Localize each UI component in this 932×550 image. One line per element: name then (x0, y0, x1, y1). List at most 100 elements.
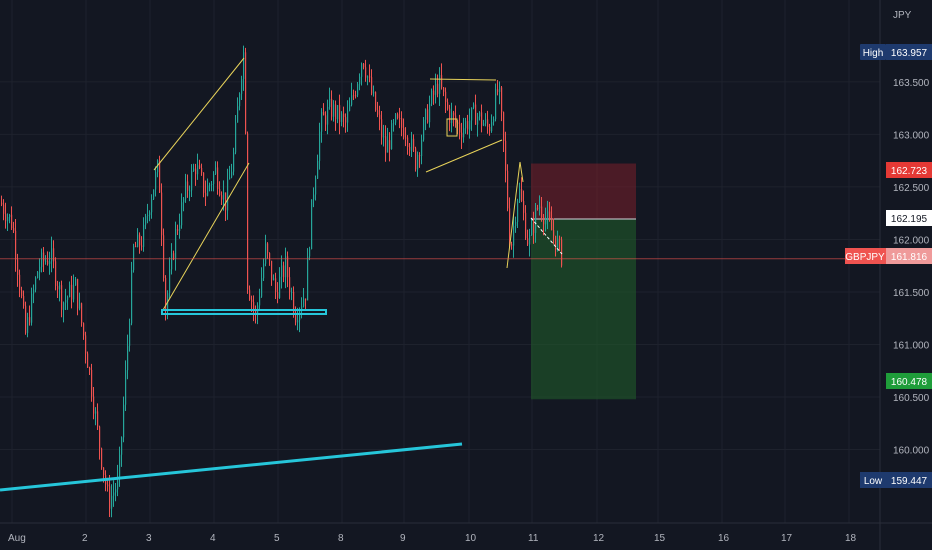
candle-body (539, 206, 541, 208)
time-tick-label: 5 (274, 533, 280, 544)
svg-text:GBPJPY: GBPJPY (845, 252, 885, 263)
candle-body (205, 192, 207, 196)
candle-body (163, 235, 165, 279)
candle-body (89, 367, 91, 370)
stop-loss-zone[interactable] (531, 163, 636, 219)
candle-body (459, 123, 461, 133)
channel-lower-line[interactable] (162, 162, 250, 311)
candle-body (111, 495, 113, 509)
candle-body (149, 212, 151, 216)
svg-text:Low: Low (864, 476, 883, 487)
support-zone[interactable] (161, 309, 327, 315)
candle-body (451, 112, 453, 124)
price-axis[interactable]: 160.000 160.500 161.000 161.500 162.000 162.5… (893, 78, 930, 457)
candle-body (423, 119, 425, 140)
candle-body (23, 296, 25, 306)
time-axis[interactable]: Aug 2 3 4 5 8 9 10 11 12 15 16 17 18 (8, 533, 857, 544)
candle-body (489, 126, 491, 132)
candle-body (295, 312, 297, 323)
candle-body (389, 140, 391, 150)
candle-body (433, 90, 435, 95)
time-tick-label: 4 (210, 533, 216, 544)
candle-body (187, 181, 189, 191)
pattern-box[interactable] (446, 118, 458, 137)
candle-body (247, 133, 249, 290)
projection-dashed-line[interactable] (530, 217, 563, 255)
candle-body (35, 277, 37, 290)
short-position-tool[interactable] (531, 163, 636, 400)
time-tick-label: 8 (338, 533, 344, 544)
candle-body (97, 411, 99, 427)
candle-body (267, 243, 269, 254)
pattern-drawings[interactable] (153, 57, 524, 311)
candle-body (439, 75, 441, 94)
candle-body (241, 79, 243, 94)
candle-body (531, 223, 533, 236)
candle-body (545, 217, 547, 225)
pattern-bottom-line[interactable] (425, 139, 503, 173)
svg-text:160.478: 160.478 (891, 377, 928, 388)
candle-body (449, 108, 451, 124)
candle-body (43, 252, 45, 262)
candle-body (327, 106, 329, 125)
candle-body (33, 289, 35, 294)
channel-upper-line[interactable] (153, 57, 245, 171)
take-profit-zone[interactable] (531, 218, 636, 400)
candle-body (373, 92, 375, 94)
candle-body (51, 248, 53, 262)
ascending-trendline[interactable] (0, 442, 463, 492)
candle-body (229, 177, 231, 180)
candle-body (385, 136, 387, 153)
candle-body (25, 305, 27, 333)
candle-body (547, 211, 549, 218)
candle-body (517, 200, 519, 222)
candle-body (503, 112, 505, 141)
high-tag: High 163.957 (860, 44, 932, 60)
candle-body (339, 105, 341, 122)
candle-body (65, 299, 67, 303)
candle-body (483, 123, 485, 126)
candle-body (405, 137, 407, 139)
candle-body (485, 119, 487, 124)
candle-body (77, 279, 79, 309)
candle-body (213, 173, 215, 184)
candle-body (379, 114, 381, 120)
candle-body (509, 208, 511, 245)
candle-body (411, 138, 413, 151)
candle-body (177, 229, 179, 231)
candle-body (419, 154, 421, 156)
candle-body (15, 230, 17, 260)
candle-body (507, 170, 509, 209)
candle-body (311, 199, 313, 250)
candle-body (235, 122, 237, 153)
candle-body (27, 317, 29, 333)
candle-body (313, 194, 315, 200)
candle-body (119, 454, 121, 477)
candle-body (273, 278, 275, 281)
candle-body (303, 298, 305, 307)
target-price-tag: 160.478 (886, 373, 932, 389)
candle-body (465, 121, 467, 129)
candle-body (329, 98, 331, 107)
candle-body (315, 178, 317, 195)
candle-body (557, 238, 559, 250)
candle-body (271, 260, 273, 281)
candle-body (203, 172, 205, 193)
candle-body (121, 437, 123, 455)
candle-body (409, 146, 411, 151)
candle-body (335, 104, 337, 120)
candle-body (347, 110, 349, 123)
candle-body (479, 112, 481, 117)
flag-line-2[interactable] (519, 161, 524, 183)
candle-body (357, 84, 359, 96)
candle-body (297, 320, 299, 323)
flag-line-1[interactable] (506, 161, 521, 269)
candle-body (527, 238, 529, 245)
svg-text:163.957: 163.957 (891, 48, 928, 59)
candle-body (367, 76, 369, 78)
pattern-top-line[interactable] (429, 78, 497, 81)
candle-body (263, 263, 265, 279)
candle-body (279, 276, 281, 298)
